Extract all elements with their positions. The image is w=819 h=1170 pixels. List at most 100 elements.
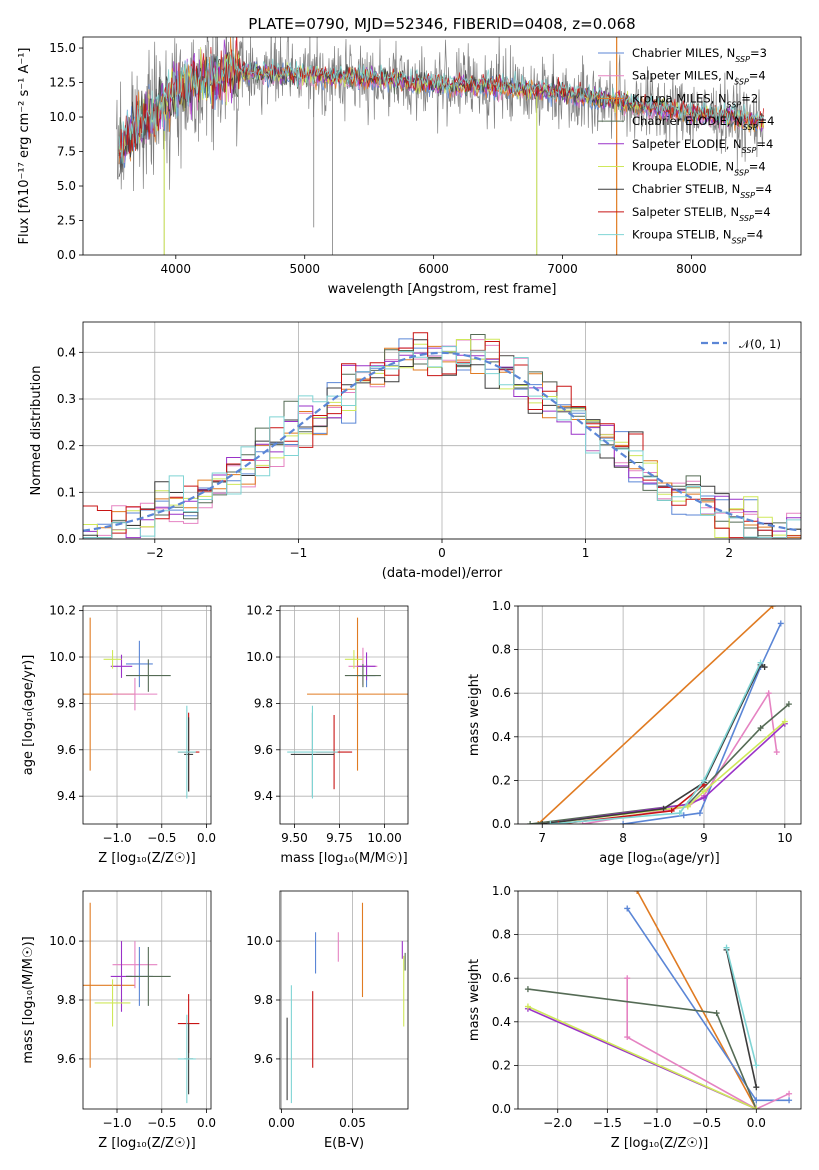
residuals-ytick-label: 0.4	[57, 345, 76, 359]
weight-vs-age-xtick-label: 10	[777, 831, 792, 845]
residuals-xlabel: (data-model)/error	[382, 566, 503, 581]
weight-vs-Z-ytick-label: 1.0	[492, 884, 511, 898]
age-vs-Z-ytick-label: 10.2	[49, 604, 76, 618]
age-vs-Z-ylabel: age [log₁₀(age/yr)]	[21, 655, 36, 776]
legend-entry: Chabrier MILES, NSSP=3	[632, 46, 767, 64]
spectrum-xlabel: wavelength [Angstrom, rest frame]	[328, 282, 557, 297]
weight-series-line	[537, 606, 774, 824]
residuals-xtick-label: 2	[725, 546, 733, 560]
age-vs-mass-xtick-label: 9.75	[326, 831, 353, 845]
residuals-xtick-label: 0	[438, 546, 446, 560]
weight-vs-Z-xtick-label: −1.0	[642, 1116, 671, 1130]
legend-entry: Salpeter ELODIE, NSSP=4	[632, 137, 773, 155]
residuals-ytick-label: 0.3	[57, 392, 76, 406]
weight-vs-Z-xlabel: Z [log₁₀(Z/Z☉)]	[611, 1136, 708, 1151]
weight-marker	[753, 1062, 760, 1069]
age-vs-Z-ytick-label: 9.6	[57, 743, 76, 757]
weight-series-line	[725, 949, 758, 1088]
weight-marker	[753, 1106, 760, 1109]
age-vs-mass-ytick-label: 9.4	[254, 789, 273, 803]
residuals-ytick-label: 0.0	[57, 532, 76, 546]
spectrum-curves	[116, 37, 764, 255]
weight-vs-age-frame	[517, 605, 802, 825]
weight-vs-age-xtick-label: 7	[538, 831, 546, 845]
age-vs-mass-ytick-label: 10.0	[246, 650, 273, 664]
residual-histograms	[83, 332, 801, 539]
mass-vs-Z-xtick-label: −1.0	[102, 1116, 131, 1130]
weight-vs-Z-ytick-label: 0.2	[492, 1058, 511, 1072]
spectrum-xtick-label: 8000	[676, 262, 707, 276]
weight-marker	[785, 701, 792, 708]
weight-marker	[700, 777, 707, 784]
legend-entry: Salpeter STELIB, NSSP=4	[632, 205, 771, 223]
weight-vs-Z-xtick-label: −0.5	[692, 1116, 721, 1130]
age-vs-mass-xtick-label: 9.50	[281, 831, 308, 845]
weight-vs-Z-xtick-label: −2.0	[543, 1116, 572, 1130]
spectrum-ytick-label: 5.0	[57, 179, 76, 193]
mass-vs-ebv-ytick-label: 10.0	[246, 934, 273, 948]
legend-entry: Chabrier STELIB, NSSP=4	[632, 182, 772, 200]
residuals-xtick-label: 1	[582, 546, 590, 560]
weight-marker	[524, 1003, 531, 1010]
weight-vs-age-ytick-label: 0.2	[492, 773, 511, 787]
histogram-step-line	[83, 332, 801, 539]
weight-series-line	[636, 891, 758, 1109]
weight-vs-Z-ytick-label: 0.8	[492, 928, 511, 942]
weight-vs-Z-xtick-label: 0.0	[747, 1116, 766, 1130]
weight-vs-age-ylabel: mass weight	[467, 674, 482, 756]
weight-vs-age-xtick-label: 8	[619, 831, 627, 845]
weight-marker	[624, 975, 631, 982]
weight-series-line	[725, 947, 758, 1066]
mass-vs-ebv-xlabel: E(B-V)	[324, 1136, 364, 1151]
residuals-xtick-label: −1	[290, 546, 308, 560]
legend-entry: 𝒩(0, 1)	[739, 337, 781, 351]
spectrum-ylabel: Flux [fλ10⁻¹⁷ erg cm⁻² s⁻¹ A⁻¹]	[17, 48, 32, 245]
weight-marker	[535, 821, 542, 824]
weight-series-line	[527, 1005, 757, 1109]
mass-vs-Z-ytick-label: 9.6	[57, 1052, 76, 1066]
mass-vs-ebv-ytick-label: 9.8	[254, 993, 273, 1007]
residuals-ylabel: Normed distribution	[29, 366, 44, 496]
spectrum-xtick-label: 7000	[547, 262, 578, 276]
weight-marker	[634, 891, 641, 894]
weight-marker	[539, 821, 546, 824]
weight-marker	[684, 803, 691, 810]
age-vs-mass-ytick-label: 10.2	[246, 604, 273, 618]
legend-entry: Kroupa STELIB, NSSP=4	[632, 228, 763, 246]
legend-entry: Chabrier ELODIE, NSSP=4	[632, 114, 774, 132]
weight-series-line	[626, 978, 790, 1109]
mass-vs-ebv-frame	[279, 890, 409, 1110]
weight-vs-age-ytick-label: 0.4	[492, 730, 511, 744]
age-vs-Z-points	[83, 617, 200, 799]
weight-marker	[700, 794, 707, 801]
residuals-ytick-label: 0.1	[57, 485, 76, 499]
normal-curve	[83, 351, 801, 532]
weight-vs-Z-ytick-label: 0.4	[492, 1015, 511, 1029]
weight-marker	[761, 664, 768, 671]
mass-vs-ebv-xtick-label: 0.00	[268, 1116, 295, 1130]
legend-entry: Kroupa ELODIE, NSSP=4	[632, 160, 766, 178]
age-vs-mass-xlabel: mass [log₁₀(M/M☉)]	[280, 851, 407, 866]
mass-vs-Z-frame	[82, 890, 212, 1110]
weight-vs-Z-ytick-label: 0.0	[492, 1102, 511, 1116]
mass-vs-Z-ylabel: mass [log₁₀(M/M☉)]	[21, 936, 36, 1063]
spectrum-ytick-label: 15.0	[49, 41, 76, 55]
age-vs-mass-ytick-label: 9.6	[254, 743, 273, 757]
weight-marker	[524, 986, 531, 993]
spectrum-ytick-label: 12.5	[49, 76, 76, 90]
weight-marker	[620, 821, 627, 824]
age-vs-mass-points	[287, 617, 408, 799]
residuals-xtick-label: −2	[146, 546, 164, 560]
weight-marker	[713, 1010, 720, 1017]
model-spectrum-line	[118, 50, 764, 164]
age-vs-mass-ytick-label: 9.8	[254, 696, 273, 710]
spectrum-xtick-label: 6000	[418, 262, 449, 276]
weight-vs-age-xtick-label: 9	[700, 831, 708, 845]
mass-vs-Z-ytick-label: 9.8	[57, 993, 76, 1007]
histogram-step-line	[83, 346, 801, 539]
weight-marker	[660, 805, 667, 812]
spectrum-ytick-label: 10.0	[49, 110, 76, 124]
weight-marker	[527, 821, 534, 824]
age-vs-mass-xtick-label: 10.00	[367, 831, 401, 845]
